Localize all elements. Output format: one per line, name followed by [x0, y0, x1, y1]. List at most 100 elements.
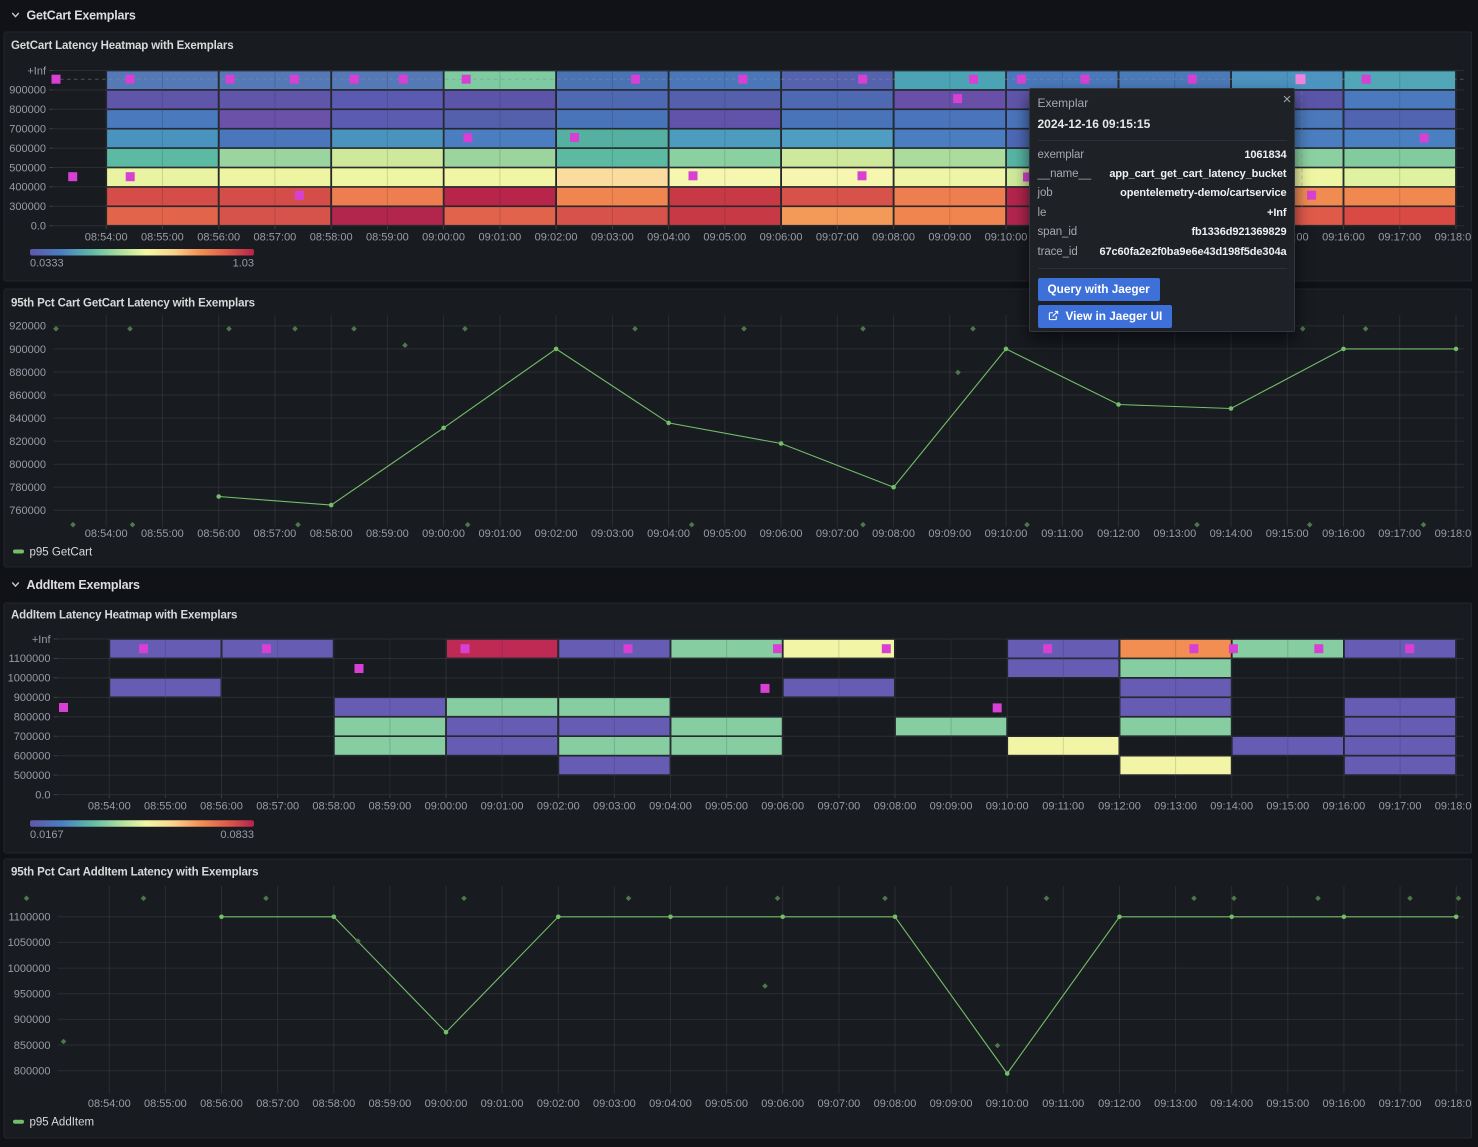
svg-text:500000: 500000: [14, 770, 51, 782]
svg-text:08:54:00: 08:54:00: [88, 1098, 131, 1110]
svg-text:+Inf: +Inf: [32, 634, 52, 646]
svg-text:1100000: 1100000: [8, 912, 50, 924]
svg-text:300000: 300000: [9, 201, 46, 213]
svg-text:p95 AddItem: p95 AddItem: [30, 1117, 95, 1129]
svg-text:900000: 900000: [9, 85, 46, 97]
svg-text:950000: 950000: [14, 989, 51, 1001]
svg-text:95th Pct Cart GetCart Latency: 95th Pct Cart GetCart Latency with Exemp…: [11, 297, 255, 309]
svg-text:09:06:00: 09:06:00: [760, 231, 803, 243]
svg-text:08:54:00: 08:54:00: [88, 800, 131, 812]
svg-text:09:10:00: 09:10:00: [985, 528, 1028, 540]
svg-text:09:04:00: 09:04:00: [649, 1098, 692, 1110]
svg-text:0.0833: 0.0833: [220, 829, 254, 841]
svg-text:850000: 850000: [14, 1040, 51, 1052]
svg-text:09:14:00: 09:14:00: [1210, 528, 1253, 540]
svg-text:09:15:00: 09:15:00: [1266, 800, 1309, 812]
svg-text:09:12:00: 09:12:00: [1098, 1098, 1141, 1110]
svg-text:08:57:00: 08:57:00: [256, 800, 299, 812]
svg-text:09:08:00: 09:08:00: [872, 231, 915, 243]
svg-text:09:11:00: 09:11:00: [1042, 1098, 1084, 1110]
svg-text:09:12:00: 09:12:00: [1098, 800, 1141, 812]
svg-text:09:02:00: 09:02:00: [537, 800, 580, 812]
svg-text:09:18:00: 09:18:00: [1435, 1098, 1478, 1110]
svg-text:760000: 760000: [9, 505, 46, 517]
svg-text:09:17:00: 09:17:00: [1378, 528, 1421, 540]
svg-text:09:13:00: 09:13:00: [1154, 1098, 1197, 1110]
svg-text:09:09:00: 09:09:00: [930, 800, 973, 812]
svg-text:900000: 900000: [14, 692, 51, 704]
svg-text:860000: 860000: [9, 390, 46, 402]
svg-text:09:00:00: 09:00:00: [425, 1098, 468, 1110]
svg-text:09:18:00: 09:18:00: [1435, 231, 1478, 243]
svg-text:08:54:00: 08:54:00: [85, 231, 128, 243]
svg-text:09:16:00: 09:16:00: [1322, 800, 1365, 812]
svg-text:GetCart Exemplars: GetCart Exemplars: [27, 8, 136, 22]
svg-text:08:59:00: 08:59:00: [366, 231, 409, 243]
svg-text:08:58:00: 08:58:00: [312, 1098, 355, 1110]
svg-text:0.0167: 0.0167: [30, 829, 64, 841]
svg-text:08:57:00: 08:57:00: [253, 231, 296, 243]
svg-text:08:56:00: 08:56:00: [200, 800, 243, 812]
svg-text:p95 GetCart: p95 GetCart: [30, 546, 93, 558]
svg-text:880000: 880000: [9, 367, 46, 379]
svg-text:08:58:00: 08:58:00: [310, 231, 353, 243]
svg-text:09:06:00: 09:06:00: [760, 528, 803, 540]
svg-text:09:18:00: 09:18:00: [1435, 528, 1478, 540]
svg-text:09:06:00: 09:06:00: [761, 800, 804, 812]
svg-text:09:17:00: 09:17:00: [1379, 800, 1422, 812]
svg-text:09:12:00: 09:12:00: [1097, 528, 1140, 540]
svg-text:09:05:00: 09:05:00: [703, 528, 746, 540]
svg-text:0.0: 0.0: [35, 789, 50, 801]
svg-text:800000: 800000: [9, 459, 46, 471]
svg-text:08:59:00: 08:59:00: [368, 1098, 411, 1110]
svg-text:09:09:00: 09:09:00: [928, 528, 971, 540]
svg-text:09:07:00: 09:07:00: [816, 528, 859, 540]
svg-text:09:03:00: 09:03:00: [593, 1098, 636, 1110]
svg-text:09:07:00: 09:07:00: [816, 231, 859, 243]
svg-text:09:02:00: 09:02:00: [535, 528, 578, 540]
svg-text:09:11:00: 09:11:00: [1041, 528, 1083, 540]
svg-text:900000: 900000: [9, 344, 46, 356]
svg-text:09:09:00: 09:09:00: [928, 231, 971, 243]
svg-text:08:58:00: 08:58:00: [312, 800, 355, 812]
svg-text:09:01:00: 09:01:00: [481, 1098, 524, 1110]
svg-text:09:03:00: 09:03:00: [591, 528, 634, 540]
svg-text:09:00:00: 09:00:00: [425, 800, 468, 812]
svg-text:08:55:00: 08:55:00: [144, 800, 187, 812]
svg-text:09:08:00: 09:08:00: [874, 800, 917, 812]
svg-text:09:16:00: 09:16:00: [1322, 231, 1365, 243]
svg-text:08:55:00: 08:55:00: [141, 231, 184, 243]
svg-text:700000: 700000: [14, 731, 51, 743]
svg-text:09:14:00: 09:14:00: [1210, 1098, 1253, 1110]
svg-text:09:04:00: 09:04:00: [647, 528, 690, 540]
svg-text:09:01:00: 09:01:00: [478, 231, 521, 243]
svg-text:800000: 800000: [14, 1066, 51, 1078]
svg-text:08:55:00: 08:55:00: [141, 528, 184, 540]
svg-text:1000000: 1000000: [8, 963, 51, 975]
svg-text:09:04:00: 09:04:00: [647, 231, 690, 243]
svg-text:09:16:00: 09:16:00: [1322, 528, 1365, 540]
svg-text:09:11:00: 09:11:00: [1042, 800, 1084, 812]
svg-text:09:15:00: 09:15:00: [1266, 528, 1309, 540]
svg-text:09:07:00: 09:07:00: [817, 1098, 860, 1110]
svg-text:09:17:00: 09:17:00: [1378, 231, 1421, 243]
svg-text:95th Pct Cart AddItem Latency: 95th Pct Cart AddItem Latency with Exemp…: [11, 866, 258, 878]
svg-text:09:15:00: 09:15:00: [1266, 1098, 1309, 1110]
svg-text:09:14:00: 09:14:00: [1210, 800, 1253, 812]
svg-text:08:56:00: 08:56:00: [197, 231, 240, 243]
svg-text:1050000: 1050000: [8, 937, 51, 949]
svg-text:900000: 900000: [14, 1014, 51, 1026]
svg-text:0.0: 0.0: [31, 221, 46, 233]
svg-text:09:10:00: 09:10:00: [986, 1098, 1029, 1110]
svg-text:09:06:00: 09:06:00: [761, 1098, 804, 1110]
svg-text:09:09:00: 09:09:00: [930, 1098, 973, 1110]
svg-text:08:59:00: 08:59:00: [368, 800, 411, 812]
svg-text:800000: 800000: [14, 712, 51, 724]
svg-text:0.0333: 0.0333: [30, 258, 64, 270]
svg-text:09:02:00: 09:02:00: [535, 231, 578, 243]
svg-text:400000: 400000: [9, 182, 46, 194]
svg-text:1000000: 1000000: [8, 673, 51, 685]
svg-text:09:08:00: 09:08:00: [872, 528, 915, 540]
svg-text:09:05:00: 09:05:00: [705, 800, 748, 812]
svg-text:09:16:00: 09:16:00: [1322, 1098, 1365, 1110]
